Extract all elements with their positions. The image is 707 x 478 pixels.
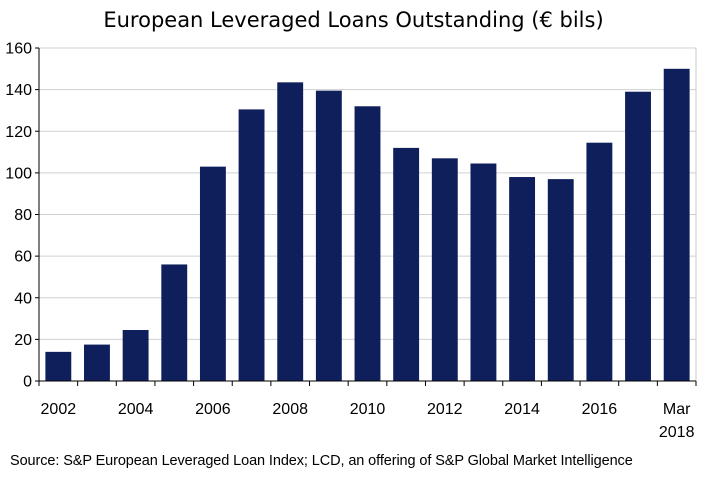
x-tick-label: 2014 — [504, 401, 540, 418]
y-tick-label: 80 — [14, 207, 32, 224]
bar-2003 — [84, 344, 110, 381]
bar-2013 — [470, 163, 497, 381]
bar-2008 — [277, 82, 304, 381]
bar-2015 — [547, 179, 574, 381]
x-tick-label: 2008 — [272, 401, 308, 418]
bar-2017 — [625, 91, 651, 382]
y-tick-label: 100 — [5, 165, 32, 182]
x-tick-label: 2012 — [427, 401, 463, 418]
x-tick-label: 2002 — [41, 401, 77, 418]
bar-2006 — [199, 166, 226, 381]
bar-2005 — [161, 264, 188, 381]
bar-mar-2018 — [663, 68, 690, 381]
chart-title: European Leveraged Loans Outstanding (€ … — [103, 8, 604, 32]
x-tick-label: Mar 2018 — [659, 401, 695, 441]
bar-2002 — [45, 351, 72, 381]
bar-2007 — [238, 109, 265, 382]
x-tick-label: 2006 — [195, 401, 231, 418]
y-tick-label: 140 — [5, 82, 32, 99]
bar-2004 — [122, 330, 149, 381]
source-note: Source: S&P European Leveraged Loan Inde… — [10, 453, 633, 469]
y-tick-label: 40 — [14, 290, 32, 307]
x-tick-label: 2004 — [118, 401, 154, 418]
y-tick-label: 20 — [14, 332, 32, 349]
bar-2010 — [354, 106, 381, 381]
axes — [35, 47, 697, 386]
bars — [45, 68, 690, 382]
bar-2011 — [393, 147, 420, 381]
x-tick-labels: 2002 2004 2006 2008 2010 2012 2014 2016 Mar 2018 — [41, 401, 695, 441]
bar-2012 — [431, 158, 458, 381]
y-tick-labels: 0 20 40 60 80 100 120 140 160 — [5, 41, 32, 391]
y-tick-label: 120 — [5, 124, 32, 141]
bar-2014 — [509, 177, 536, 381]
y-tick-label: 160 — [5, 41, 32, 58]
y-tick-label: 60 — [14, 249, 32, 266]
bar-2016 — [586, 142, 613, 381]
y-tick-label: 0 — [23, 374, 32, 391]
bar-2009 — [315, 90, 342, 382]
x-tick-label: 2010 — [350, 401, 386, 418]
x-tick-label: 2016 — [582, 401, 618, 418]
